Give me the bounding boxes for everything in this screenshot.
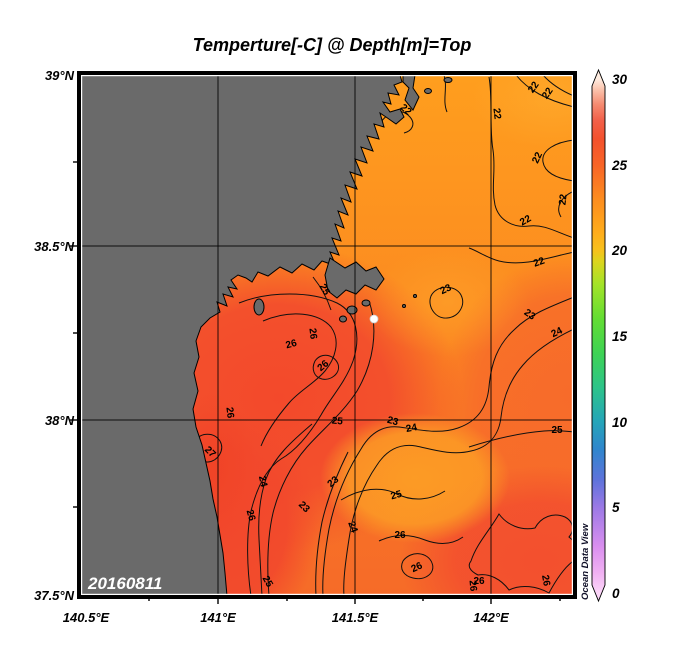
contour-label: 26	[467, 580, 479, 592]
contour-label: 22	[518, 213, 534, 228]
x-tick-label: 141.5°E	[332, 610, 379, 625]
colorbar-tick-label: 0	[612, 586, 620, 601]
contour-label: 24	[256, 475, 269, 489]
contour-label: 24	[550, 325, 565, 340]
graticule-grid	[81, 75, 573, 595]
y-tick-label: 38°N	[45, 413, 75, 428]
isotherm-contours	[193, 75, 573, 595]
contour-label: 23	[439, 282, 454, 297]
contour-label: 26	[410, 560, 425, 575]
colorbar-tick-label: 30	[612, 72, 628, 87]
island	[339, 315, 347, 323]
north-peninsula	[402, 75, 420, 111]
x-axis-labels: 140.5°E 141°E 141.5°E 142°E	[63, 610, 509, 625]
y-axis-labels: 39°N 38.5°N 38°N 37.5°N	[34, 68, 75, 603]
y-tick-label: 39°N	[45, 68, 75, 83]
contour-label: 23	[386, 415, 400, 429]
island	[443, 77, 453, 83]
colorbar-tick-label: 25	[611, 158, 628, 173]
contour-label: 26	[473, 576, 485, 587]
plot-frame	[77, 71, 577, 599]
colorbar-tick-label: 20	[611, 243, 628, 258]
x-tick-label: 140.5°E	[63, 610, 110, 625]
contour-label: 25	[317, 282, 332, 298]
contour-label: 26	[306, 328, 318, 341]
colorbar-tick-label: 15	[612, 329, 628, 344]
island	[424, 88, 432, 94]
color-scale-bar	[591, 68, 606, 603]
island	[361, 299, 371, 307]
y-tick-label: 37.5°N	[34, 588, 75, 603]
contour-label: 26	[539, 574, 552, 587]
colorbar-tick-label: 10	[612, 415, 628, 430]
colorbar-labels: 30 25 20 15 10 5 0	[611, 72, 628, 601]
contour-label: 22	[530, 150, 545, 165]
cool-patch-central	[368, 247, 528, 357]
contour-label: 24	[405, 422, 418, 435]
cool-patch-northeast	[472, 75, 573, 148]
axis-ticks	[70, 161, 561, 604]
date-stamp: 20160811	[87, 574, 162, 593]
island-matsushima	[253, 298, 265, 316]
station-marker-dot	[369, 314, 379, 324]
contour-label: 26	[394, 530, 406, 541]
contour-label: 25	[331, 416, 343, 428]
land-mass	[81, 75, 453, 595]
contour-label: 26	[244, 509, 258, 523]
contour-label: 22	[557, 193, 569, 206]
contour-label: 25	[390, 489, 404, 503]
contour-label: 25	[551, 425, 563, 436]
ocean-data-view-watermark: Ocean Data View	[580, 523, 591, 600]
contour-label: 22	[490, 108, 502, 121]
plot-title: Temperture[-C] @ Depth[m]=Top	[193, 35, 472, 55]
islet	[413, 294, 417, 298]
x-tick-label: 141°E	[200, 610, 236, 625]
y-tick-label: 38.5°N	[34, 239, 75, 254]
x-tick-label: 142°E	[473, 610, 509, 625]
contour-label: 22	[532, 255, 547, 269]
contour-label: 26	[223, 407, 235, 420]
inner-border	[80, 74, 574, 596]
contour-label: 26	[285, 338, 299, 352]
contour-label: 24	[345, 520, 359, 535]
contour-label: 25	[260, 574, 275, 590]
colorbar-tick-label: 5	[612, 500, 620, 515]
cool-patch-23	[320, 413, 510, 543]
islet	[402, 304, 406, 308]
